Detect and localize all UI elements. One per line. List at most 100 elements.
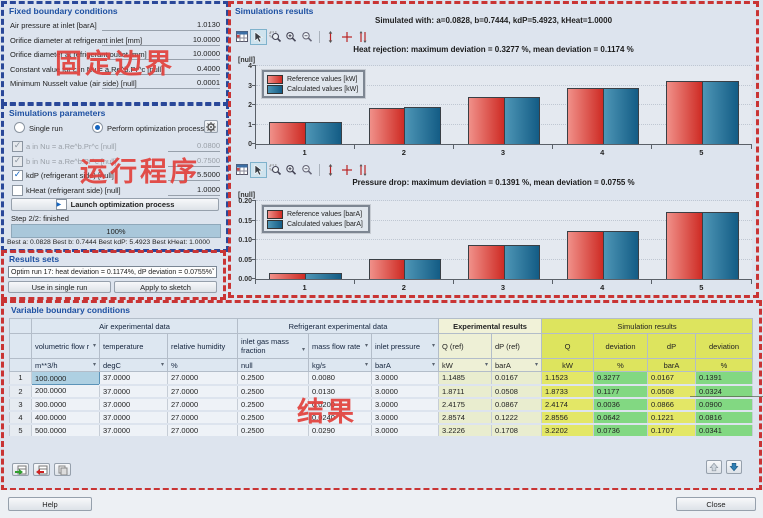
table-cell[interactable]: 0.1222 — [491, 410, 542, 425]
table-cell[interactable]: 0.0036 — [593, 397, 648, 412]
table-cell[interactable]: 0.0167 — [647, 371, 696, 386]
table-cell[interactable]: 3.0000 — [371, 423, 439, 438]
unit-cell[interactable]: kW ▾ — [438, 358, 492, 372]
table-cell[interactable]: 37.0000 — [99, 371, 168, 386]
table-cell[interactable]: 2.4175 — [438, 397, 492, 412]
marker-single-icon[interactable] — [323, 30, 338, 44]
checkbox-unchecked[interactable] — [12, 184, 23, 196]
chevron-down-icon[interactable]: ▾ — [92, 360, 96, 368]
table-cell[interactable]: 0.0508 — [491, 384, 542, 399]
column-header-inlet-gas-mass-fraction[interactable]: inlet gas mass fraction ▾ — [237, 333, 309, 359]
table-cell[interactable]: 0.0080 — [308, 371, 372, 386]
unit-cell[interactable]: m**3/h ▾ — [31, 358, 100, 372]
table-cell[interactable]: 0.0130 — [308, 384, 372, 399]
table-cell[interactable]: 37.0000 — [99, 397, 168, 412]
table-cell[interactable]: 0.3277 — [593, 371, 648, 386]
table-cell[interactable]: 100.0000 — [31, 371, 100, 385]
table-cell[interactable]: 1.8711 — [438, 384, 492, 399]
zoom-region-icon[interactable] — [268, 163, 283, 177]
table-cell[interactable]: 0.2500 — [237, 423, 309, 438]
cursor-icon[interactable] — [250, 28, 267, 45]
cursor-icon[interactable] — [250, 161, 267, 178]
chevron-down-icon[interactable]: ▾ — [484, 360, 488, 368]
radio-single-run[interactable]: Single run — [14, 122, 63, 133]
table-cell[interactable]: 300.0000 — [31, 397, 100, 412]
marker-double-icon[interactable] — [355, 30, 370, 44]
table-cell[interactable]: 1.1485 — [438, 371, 492, 386]
marker-single-icon[interactable] — [323, 163, 338, 177]
radio-optimization-circle[interactable] — [92, 122, 103, 133]
move-row-down-button[interactable] — [726, 460, 742, 474]
zoom-out-icon[interactable] — [300, 30, 315, 44]
table-cell[interactable]: 37.0000 — [99, 410, 168, 425]
boundary-field-value[interactable]: 0.0001 — [102, 78, 220, 89]
table-cell[interactable]: 0.2500 — [237, 371, 309, 386]
unit-cell[interactable]: barA ▾ — [491, 358, 542, 372]
table-cell[interactable]: 400.0000 — [31, 410, 100, 425]
results-sets-dropdown[interactable]: Optim run 17: heat deviation = 0.1174%, … — [8, 266, 217, 278]
optimization-settings-button[interactable] — [204, 120, 218, 133]
column-header-mass-flow-rate[interactable]: mass flow rate ▾ — [308, 333, 372, 359]
chevron-down-icon[interactable]: ▾ — [431, 341, 435, 349]
table-cell[interactable]: 27.0000 — [167, 410, 238, 425]
table-cell[interactable]: 2.8556 — [541, 410, 594, 425]
table-cell[interactable]: 0.0290 — [308, 423, 372, 438]
table-cell[interactable]: 37.0000 — [99, 423, 168, 438]
table-cell[interactable]: 0.0240 — [308, 410, 372, 425]
chevron-down-icon[interactable]: ▾ — [364, 341, 368, 349]
unit-cell[interactable]: barA ▾ — [371, 358, 439, 372]
table-cell[interactable]: 1.8733 — [541, 384, 594, 399]
table-cell[interactable]: 0.2500 — [237, 384, 309, 399]
add-row-button[interactable] — [12, 463, 29, 476]
table-cell[interactable]: 37.0000 — [99, 384, 168, 399]
boundary-field-value[interactable]: 10.0000 — [102, 35, 220, 46]
use-in-single-run-button[interactable]: Use in single run — [8, 281, 111, 293]
table-cell[interactable]: 0.0736 — [593, 423, 648, 438]
table-cell[interactable]: 500.0000 — [31, 423, 100, 438]
copy-row-button[interactable] — [54, 463, 71, 476]
marker-double-icon[interactable] — [355, 163, 370, 177]
delete-row-button[interactable] — [33, 463, 50, 476]
unit-cell[interactable]: kg/s ▾ — [308, 358, 372, 372]
checkbox-checked[interactable]: ✓ — [12, 170, 23, 181]
zoom-in-icon[interactable] — [284, 163, 299, 177]
table-cell[interactable]: 0.1177 — [593, 384, 648, 399]
table-cell[interactable]: 3.2226 — [438, 423, 492, 438]
marker-cross-icon[interactable] — [339, 30, 354, 44]
table-cell[interactable]: 0.0816 — [695, 410, 753, 425]
apply-to-sketch-button[interactable]: Apply to sketch — [114, 281, 217, 293]
table-cell[interactable]: 2.4174 — [541, 397, 594, 412]
chevron-down-icon[interactable]: ▾ — [431, 360, 435, 368]
table-cell[interactable]: 3.0000 — [371, 410, 439, 425]
table-cell[interactable]: 0.1708 — [491, 423, 542, 438]
unit-cell[interactable]: degC ▾ — [99, 358, 168, 372]
chevron-down-icon[interactable]: ▾ — [301, 346, 305, 353]
table-cell[interactable]: 0.0866 — [647, 397, 696, 412]
boundary-field-value[interactable]: 10.0000 — [102, 49, 220, 60]
radio-single-run-circle[interactable] — [14, 122, 25, 133]
chart-table-icon[interactable] — [234, 30, 249, 44]
table-cell[interactable]: 27.0000 — [167, 371, 238, 386]
parameter-value[interactable]: 0.7500 — [168, 156, 220, 167]
boundary-field-value[interactable]: 0.4000 — [102, 64, 220, 75]
table-cell[interactable]: 27.0000 — [167, 384, 238, 399]
table-cell[interactable]: 27.0000 — [167, 423, 238, 438]
zoom-in-icon[interactable] — [284, 30, 299, 44]
parameter-value[interactable]: 5.5000 — [168, 170, 220, 181]
table-cell[interactable]: 0.0200 — [308, 397, 372, 412]
table-cell[interactable]: 0.0341 — [695, 423, 753, 438]
help-button[interactable]: Help — [8, 497, 92, 511]
table-cell[interactable]: 200.0000 — [31, 384, 100, 399]
table-cell[interactable]: 1.1523 — [541, 371, 594, 386]
table-cell[interactable]: 3.0000 — [371, 397, 439, 412]
zoom-out-icon[interactable] — [300, 163, 315, 177]
marker-cross-icon[interactable] — [339, 163, 354, 177]
table-cell[interactable]: 27.0000 — [167, 397, 238, 412]
column-header-volumetric-flow-r[interactable]: volumetric flow r ▾ — [31, 333, 100, 359]
parameter-value[interactable]: 0.0800 — [168, 141, 220, 152]
table-cell[interactable]: 0.1391 — [695, 371, 753, 386]
zoom-region-icon[interactable] — [268, 30, 283, 44]
table-cell[interactable]: 0.0324 — [695, 384, 753, 399]
chevron-down-icon[interactable]: ▾ — [534, 360, 538, 368]
table-cell[interactable]: 0.2500 — [237, 410, 309, 425]
